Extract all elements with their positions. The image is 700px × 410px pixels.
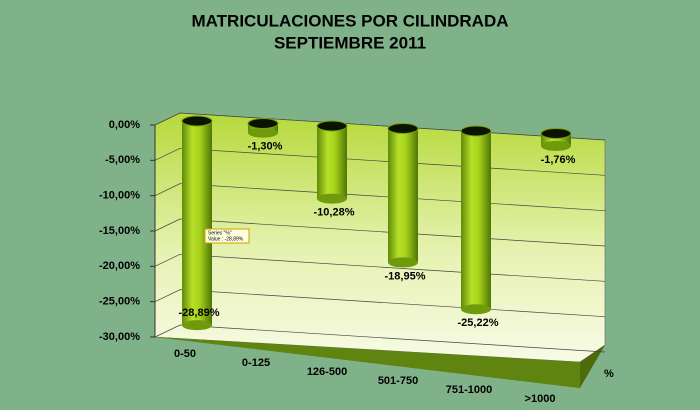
y-tick-label: -5,00% [105,154,140,166]
bar [317,126,347,199]
value-label: -18,95% [385,270,426,282]
bar-bottom [182,320,212,331]
y-tick-label: -15,00% [99,225,140,237]
y-tick-label: -25,00% [99,296,140,308]
tooltip-series: Series "%" [208,230,232,236]
bar-bottom [248,127,278,138]
value-label: -10,28% [314,207,355,219]
tooltip: Series "%" Value : -28,89% [204,228,250,244]
y-tick-label: -20,00% [99,260,140,272]
value-label: -25,22% [458,317,499,329]
x-tick-label: 126-500 [307,366,347,378]
x-tick-label: 0-125 [242,357,270,369]
floor-edge [155,337,580,388]
bar-top [181,115,213,127]
x-axis-label: % [604,368,614,380]
bar-bottom [461,304,491,315]
x-tick-label: 501-750 [378,375,418,387]
y-tick-label: -10,00% [99,190,140,202]
bar-top [247,118,279,129]
bar [182,121,212,326]
bar-top [460,125,492,137]
bar-bottom [388,257,418,268]
x-tick-label: 0-50 [174,348,196,360]
tooltip-value: Value : -28,89% [208,236,244,242]
x-tick-label: >1000 [525,393,556,405]
value-label: -28,89% [179,307,220,319]
bar-top [540,128,572,139]
bar [461,131,491,310]
bar-top [316,120,348,132]
tooltip-box [204,228,250,244]
value-label: -1,30% [248,141,283,153]
bar-top [387,123,419,134]
y-tick-label: 0,00% [109,119,140,131]
chart-subtitle: SEPTIEMBRE 2011 [274,33,426,52]
x-tick-label: 751-1000 [446,384,493,396]
bar-bottom [317,193,347,204]
chart-title: MATRICULACIONES POR CILINDRADA [191,11,508,30]
bar [388,128,418,263]
value-label: -1,76% [541,154,576,166]
grid-line [154,324,606,353]
bar-bottom [541,140,571,151]
y-tick-label: -30,00% [99,331,140,343]
